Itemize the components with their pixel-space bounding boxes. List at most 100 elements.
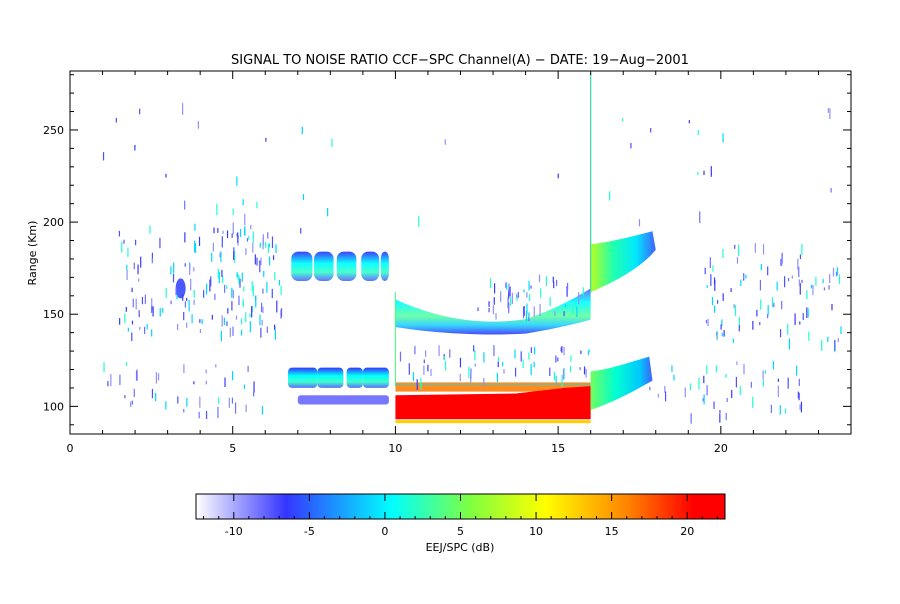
speckle (197, 120, 199, 129)
speckle (263, 270, 265, 278)
speckle (119, 318, 121, 325)
speckle (246, 238, 249, 242)
colorbar: -10 -5 0 5 10 15 20 EEJ/SPC (dB) (195, 493, 726, 554)
speckle (721, 319, 723, 326)
speckle (752, 320, 754, 330)
speckle (186, 297, 188, 301)
speckle (459, 357, 462, 368)
speckle (801, 243, 803, 255)
speckle (420, 377, 422, 390)
speckle (331, 138, 333, 147)
speckle (745, 274, 747, 279)
speckle (170, 300, 172, 305)
speckle (176, 294, 178, 300)
speckle (773, 302, 775, 308)
speckle (760, 263, 762, 271)
speckle (211, 252, 213, 262)
speckle (423, 359, 425, 364)
speckle (235, 315, 238, 320)
speckle (183, 408, 185, 413)
speckle (488, 307, 490, 313)
speckle (473, 345, 475, 352)
speckle (553, 371, 556, 381)
speckle (621, 118, 624, 122)
speckle (638, 219, 641, 227)
speckle (231, 397, 234, 404)
speckle (399, 351, 402, 362)
speckle (807, 308, 809, 318)
speckle (133, 388, 135, 397)
speckle (784, 408, 787, 414)
speckle (155, 372, 158, 384)
speckle (570, 355, 572, 362)
speckle (688, 120, 690, 124)
speckle (779, 329, 782, 338)
speckle (671, 365, 673, 373)
speckle (764, 370, 767, 374)
speckle (139, 326, 141, 330)
speckle (508, 302, 510, 314)
speckle (175, 287, 177, 296)
speckle (549, 296, 551, 307)
speckle (221, 269, 223, 277)
speckle (194, 223, 196, 231)
speckle (273, 324, 276, 330)
speckle (253, 381, 255, 393)
speckle (697, 171, 699, 176)
speckle (474, 363, 476, 367)
speckle (630, 143, 632, 149)
speckle (704, 267, 706, 275)
echo-blob (380, 251, 389, 282)
speckle (162, 308, 164, 313)
x-tick-label: 0 (67, 442, 74, 455)
speckle (827, 108, 829, 113)
speckle (234, 251, 236, 263)
speckle (767, 266, 769, 276)
speckle (526, 303, 528, 315)
speckle (217, 407, 219, 419)
speckle (608, 191, 611, 201)
speckle (563, 311, 565, 317)
speckle (777, 385, 779, 397)
speckle (165, 173, 167, 178)
speckle (226, 321, 228, 326)
colorbar-label: EEJ/SPC (dB) (426, 541, 495, 554)
speckle (135, 370, 138, 381)
speckle (493, 345, 495, 357)
speckle (220, 251, 222, 263)
speckle (732, 338, 735, 343)
speckle (443, 355, 446, 361)
speckle (231, 371, 234, 381)
speckle (488, 301, 490, 307)
speckle (538, 274, 541, 283)
speckle (213, 227, 215, 234)
speckle (798, 392, 800, 401)
speckle (492, 305, 494, 315)
speckle (408, 363, 410, 375)
speckle (787, 278, 790, 282)
speckle (146, 324, 148, 330)
speckle (231, 301, 233, 311)
speckle (802, 313, 804, 321)
speckle (203, 290, 205, 298)
speckle (221, 315, 223, 327)
speckle (301, 126, 303, 135)
speckle (251, 306, 253, 318)
speckle (193, 289, 195, 298)
speckle (272, 255, 275, 260)
speckle (517, 291, 519, 298)
speckle (528, 352, 530, 360)
echo-150km (395, 288, 591, 335)
speckle (183, 364, 185, 374)
speckle (540, 288, 542, 298)
speckle (134, 144, 136, 151)
speckle (798, 279, 801, 287)
speckle (787, 323, 789, 335)
speckle (762, 370, 764, 380)
speckle (229, 327, 231, 337)
speckle (252, 242, 254, 253)
speckle (561, 374, 563, 387)
speckle (760, 299, 762, 310)
speckle (247, 365, 249, 372)
speckle (522, 359, 524, 369)
